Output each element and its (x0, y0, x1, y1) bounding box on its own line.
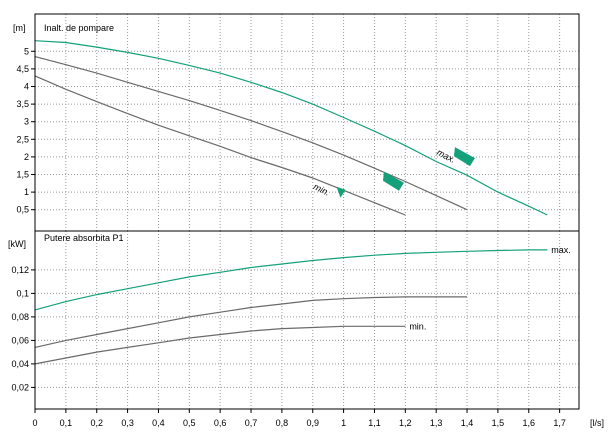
top-y-tick-label: 4 (24, 82, 29, 92)
top-y-tick-label: 4,5 (16, 64, 29, 74)
x-tick-label: 0,1 (60, 418, 73, 428)
x-tick-label: 0,2 (90, 418, 103, 428)
top-y-tick-label: 3 (24, 117, 29, 127)
bottom-title: Putere absorbita P1 (44, 233, 124, 243)
x-tick-label: 0,7 (245, 418, 258, 428)
curve-marker-arrow (336, 186, 346, 198)
top-y-tick-label: 3,5 (16, 99, 29, 109)
power-curve-1 (34, 296, 467, 348)
bottom-y-tick-label: 0,08 (11, 312, 29, 322)
bottom-y-tick-label: 0,12 (11, 265, 29, 275)
curve-marker-arrow (453, 147, 475, 167)
x-tick-label: 1,6 (523, 418, 536, 428)
series-end-label: min. (409, 321, 426, 331)
x-tick-label: 1,1 (368, 418, 381, 428)
top-y-tick-label: 2 (24, 152, 29, 162)
curve-marker-arrow (382, 171, 404, 191)
top-y-unit: [m] (13, 23, 26, 33)
x-tick-label: 0,3 (121, 418, 134, 428)
top-y-tick-label: 5 (24, 46, 29, 56)
power-curve-0 (34, 249, 548, 311)
bottom-y-tick-label: 0,1 (16, 288, 29, 298)
head-curve-0 (34, 40, 548, 216)
top-title: Inalt. de pompare (44, 23, 114, 33)
top-y-tick-label: 1 (24, 187, 29, 197)
head-curve-1 (34, 56, 468, 211)
bottom-y-tick-label: 0,02 (11, 382, 29, 392)
x-tick-label: 1,7 (553, 418, 566, 428)
bottom-y-tick-label: 0,06 (11, 335, 29, 345)
top-y-tick-label: 1,5 (16, 170, 29, 180)
x-tick-label: 1,4 (461, 418, 474, 428)
x-tick-label: 0,9 (306, 418, 319, 428)
x-tick-label: 1,3 (430, 418, 443, 428)
x-tick-label: 0,8 (276, 418, 289, 428)
x-tick-label: 0 (32, 418, 37, 428)
top-y-tick-label: 0,5 (16, 205, 29, 215)
bottom-y-tick-label: 0,04 (11, 359, 29, 369)
power-curve-2 (34, 325, 406, 365)
x-tick-label: 1,5 (492, 418, 505, 428)
x-tick-label: 0,4 (152, 418, 165, 428)
x-tick-label: 0,5 (183, 418, 196, 428)
x-tick-label: 1 (341, 418, 346, 428)
bottom-y-unit: [kW] (8, 239, 26, 249)
top-y-tick-label: 2,5 (16, 134, 29, 144)
series-end-label: max. (551, 245, 571, 255)
x-tick-label: 0,6 (214, 418, 227, 428)
x-axis-label: [l/s] (590, 418, 604, 428)
x-tick-label: 1,2 (399, 418, 412, 428)
